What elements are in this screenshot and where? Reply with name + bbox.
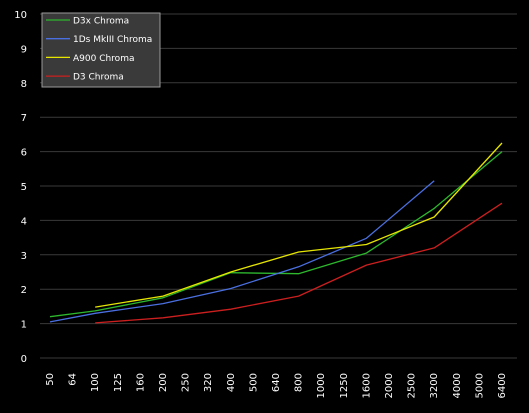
y-tick-label: 8 [21,79,27,90]
y-tick-label: 1 [21,320,27,331]
x-tick-label: 640 [271,373,282,392]
x-tick-label: 6400 [497,373,508,398]
x-tick-label: 800 [294,373,305,392]
y-tick-label: 2 [21,285,27,296]
series-line-2 [95,142,503,308]
x-tick-label: 125 [113,373,124,392]
series-line-1 [49,180,435,323]
x-tick-label: 1600 [361,373,372,398]
series-line-3 [95,202,503,324]
x-tick-label: 2000 [384,373,395,398]
x-tick-label: 400 [226,373,237,392]
x-tick-label: 2500 [407,373,418,398]
y-tick-label: 6 [21,148,27,159]
y-axis-ticks: 0 1 2 3 4 5 6 7 8 9 10 [14,10,27,365]
legend-label-0: D3x Chroma [73,17,129,27]
y-tick-label: 0 [21,354,27,365]
y-tick-label: 3 [21,251,27,262]
series-line-0 [49,151,503,318]
x-tick-label: 1000 [316,373,327,398]
legend-box [41,12,161,88]
x-tick-label: 1250 [339,373,350,398]
x-tick-label: 3200 [429,373,440,398]
x-tick-label: 160 [135,373,146,392]
x-tick-label: 64 [68,373,79,386]
series-lines [49,142,503,324]
legend-label-2: A900 Chroma [73,54,134,64]
x-tick-label: 250 [181,373,192,392]
y-tick-label: 5 [21,182,27,193]
legend-label-1: 1Ds MkIII Chroma [73,35,152,45]
x-tick-label: 50 [45,373,56,386]
x-tick-label: 5000 [474,373,485,398]
x-tick-label: 320 [203,373,214,392]
x-axis-ticks: 50 64 100 125 160 200 250 320 400 500 640 800 1000 12… [45,373,508,398]
y-tick-label: 4 [21,216,27,227]
y-tick-label: 10 [14,10,27,21]
x-tick-label: 200 [158,373,169,392]
x-tick-label: 100 [90,373,101,392]
legend: D3x Chroma 1Ds MkIII Chroma A900 Chroma D3 … [41,12,161,88]
y-tick-label: 9 [21,44,27,55]
x-tick-label: 4000 [452,373,463,398]
y-tick-label: 7 [21,113,27,124]
legend-label-3: D3 Chroma [73,73,124,83]
x-tick-label: 500 [248,373,259,392]
